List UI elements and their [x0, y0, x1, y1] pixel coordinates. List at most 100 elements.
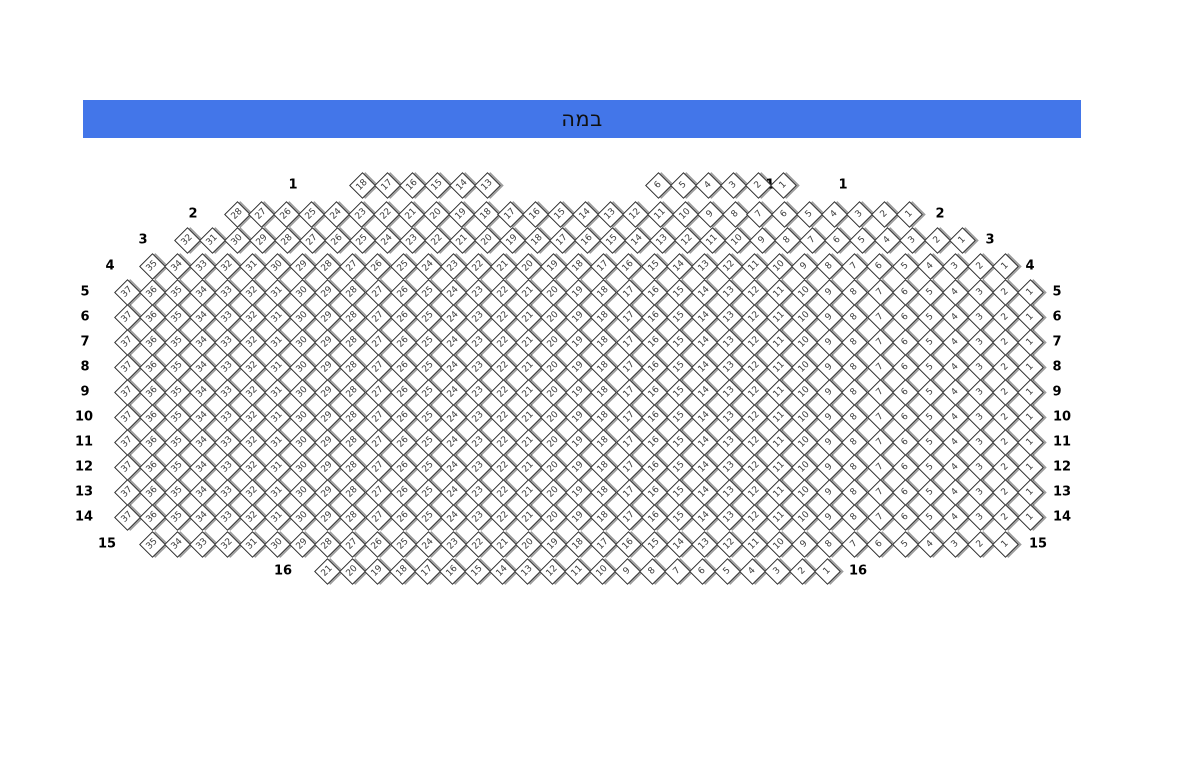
seat[interactable]: 2	[992, 328, 1019, 356]
seat[interactable]: 6	[866, 252, 894, 280]
seat[interactable]: 9	[816, 303, 844, 331]
seat[interactable]: 12	[621, 200, 649, 228]
seat[interactable]: 16	[640, 453, 668, 481]
seat[interactable]: 12	[741, 503, 768, 531]
seat[interactable]: 1	[1017, 353, 1045, 381]
seat[interactable]: 4	[941, 353, 969, 381]
seat[interactable]: 15	[665, 403, 693, 431]
seat[interactable]: 25	[414, 428, 442, 456]
seat[interactable]: 2	[992, 353, 1019, 381]
seat[interactable]: 19	[447, 200, 475, 228]
seat[interactable]: 16	[640, 503, 668, 531]
seat[interactable]: 23	[464, 478, 492, 506]
seat[interactable]: 31	[264, 328, 292, 356]
seat[interactable]: 3	[763, 557, 791, 585]
seat[interactable]: 32	[239, 428, 266, 456]
seat[interactable]: 13	[648, 226, 676, 254]
seat[interactable]: 14	[690, 328, 718, 356]
seat[interactable]: 5	[916, 503, 944, 531]
seat[interactable]: 23	[464, 303, 492, 331]
seat[interactable]: 10	[791, 403, 819, 431]
seat[interactable]: 21	[515, 278, 543, 306]
seat[interactable]: 26	[389, 403, 417, 431]
seat[interactable]: 30	[289, 378, 317, 406]
seat[interactable]: 18	[472, 200, 500, 228]
seat[interactable]: 6	[891, 303, 919, 331]
seat[interactable]: 19	[565, 503, 593, 531]
seat[interactable]: 30	[264, 252, 291, 280]
seat[interactable]: 9	[748, 226, 776, 254]
seat[interactable]: 24	[439, 278, 467, 306]
seat[interactable]: 12	[741, 353, 768, 381]
seat[interactable]: 25	[414, 353, 442, 381]
seat[interactable]: 2	[992, 503, 1019, 531]
seat[interactable]: 3	[966, 478, 994, 506]
seat[interactable]: 28	[339, 303, 367, 331]
seat[interactable]: 8	[816, 252, 844, 280]
seat[interactable]: 14	[690, 303, 718, 331]
seat[interactable]: 10	[791, 503, 819, 531]
seat[interactable]: 10	[791, 453, 819, 481]
seat[interactable]: 29	[314, 403, 342, 431]
seat[interactable]: 7	[866, 428, 894, 456]
seat[interactable]: 14	[623, 226, 651, 254]
seat[interactable]: 3	[966, 428, 994, 456]
seat[interactable]: 16	[640, 303, 668, 331]
seat[interactable]: 4	[941, 328, 969, 356]
seat[interactable]: 14	[690, 478, 718, 506]
seat[interactable]: 14	[665, 530, 693, 558]
seat[interactable]: 37	[113, 478, 141, 506]
seat[interactable]: 36	[138, 503, 166, 531]
seat[interactable]: 20	[540, 403, 568, 431]
seat[interactable]: 27	[364, 353, 392, 381]
seat[interactable]: 17	[615, 428, 643, 456]
seat[interactable]: 2	[870, 200, 898, 228]
seat[interactable]: 1	[1017, 428, 1045, 456]
seat[interactable]: 21	[515, 353, 543, 381]
seat[interactable]: 32	[239, 303, 266, 331]
seat[interactable]: 37	[113, 328, 141, 356]
seat[interactable]: 4	[916, 530, 944, 558]
seat[interactable]: 6	[891, 378, 919, 406]
seat[interactable]: 11	[698, 226, 726, 254]
seat[interactable]: 13	[597, 200, 624, 228]
seat[interactable]: 5	[916, 353, 944, 381]
seat[interactable]: 6	[891, 278, 919, 306]
seat[interactable]: 10	[791, 378, 819, 406]
seat[interactable]: 8	[721, 200, 749, 228]
seat[interactable]: 13	[715, 303, 743, 331]
seat[interactable]: 19	[498, 226, 526, 254]
seat[interactable]: 27	[339, 530, 367, 558]
seat[interactable]: 21	[515, 303, 543, 331]
seat[interactable]: 1	[1017, 328, 1045, 356]
seat[interactable]: 19	[540, 252, 568, 280]
seat[interactable]: 9	[696, 200, 724, 228]
seat[interactable]: 16	[398, 171, 426, 199]
seat[interactable]: 31	[264, 303, 292, 331]
seat[interactable]: 12	[741, 328, 768, 356]
seat[interactable]: 5	[891, 530, 919, 558]
seat[interactable]: 9	[816, 353, 844, 381]
seat[interactable]: 19	[565, 378, 593, 406]
seat[interactable]: 21	[515, 378, 543, 406]
seat[interactable]: 12	[715, 530, 743, 558]
seat[interactable]: 25	[298, 200, 326, 228]
seat[interactable]: 17	[615, 328, 643, 356]
seat[interactable]: 23	[439, 530, 467, 558]
seat[interactable]: 7	[866, 278, 894, 306]
seat[interactable]: 7	[866, 478, 894, 506]
seat[interactable]: 2	[992, 453, 1019, 481]
seat[interactable]: 7	[866, 328, 894, 356]
seat[interactable]: 36	[138, 278, 166, 306]
seat[interactable]: 8	[816, 530, 844, 558]
seat[interactable]: 6	[771, 200, 799, 228]
seat[interactable]: 27	[364, 428, 392, 456]
seat[interactable]: 3	[719, 171, 747, 199]
seat[interactable]: 36	[138, 328, 166, 356]
seat[interactable]: 18	[348, 171, 376, 199]
seat[interactable]: 3	[966, 378, 994, 406]
seat[interactable]: 13	[715, 403, 743, 431]
seat[interactable]: 26	[273, 200, 301, 228]
seat[interactable]: 17	[615, 503, 643, 531]
seat[interactable]: 37	[113, 378, 141, 406]
